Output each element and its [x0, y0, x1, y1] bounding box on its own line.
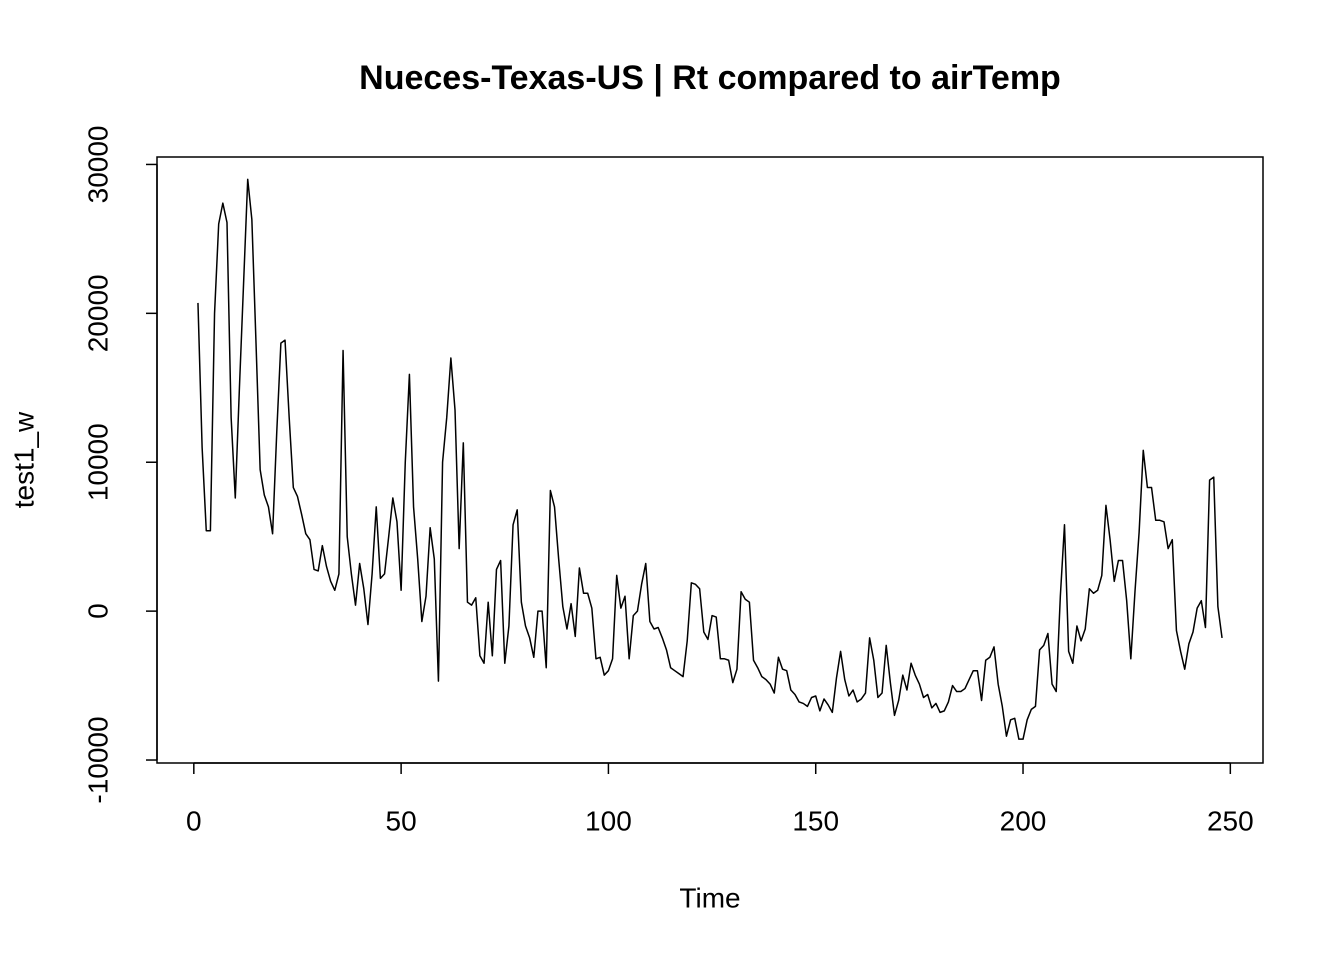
- x-tick-label: 150: [792, 805, 839, 836]
- y-tick-label: 20000: [82, 274, 113, 352]
- x-tick-label: 50: [386, 805, 417, 836]
- x-axis-label: Time: [679, 882, 740, 913]
- x-tick-label: 0: [186, 805, 202, 836]
- y-tick-label: 0: [82, 603, 113, 619]
- chart-title: Nueces-Texas-US | Rt compared to airTemp: [359, 59, 1061, 97]
- data-line: [197, 178, 1223, 740]
- y-tick-label: 30000: [82, 126, 113, 204]
- y-tick-label: 10000: [82, 423, 113, 501]
- x-tick-label: 200: [1000, 805, 1047, 836]
- y-tick-label: -10000: [82, 716, 113, 803]
- y-axis-label: test1_w: [8, 411, 39, 508]
- plot-frame: [156, 156, 1264, 764]
- x-tick-label: 100: [585, 805, 632, 836]
- x-tick-label: 250: [1207, 805, 1254, 836]
